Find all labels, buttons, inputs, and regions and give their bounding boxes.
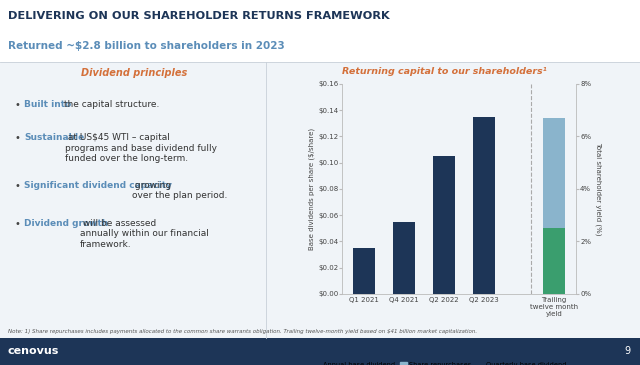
Legend: Annual base dividend, Share repurchases, Quarterly base dividend: Annual base dividend, Share repurchases,…: [310, 359, 570, 365]
Text: 9: 9: [624, 346, 630, 357]
Y-axis label: Base dividends per share ($/share): Base dividends per share ($/share): [308, 128, 316, 250]
Text: •: •: [14, 181, 20, 191]
Text: Significant dividend capacity: Significant dividend capacity: [24, 181, 172, 190]
Text: •: •: [14, 219, 20, 229]
Bar: [543, 118, 565, 228]
Text: DELIVERING ON OUR SHAREHOLDER RETURNS FRAMEWORK: DELIVERING ON OUR SHAREHOLDER RETURNS FR…: [8, 11, 389, 22]
Text: cenovus: cenovus: [8, 346, 59, 357]
Text: Returning capital to our shareholders¹: Returning capital to our shareholders¹: [342, 67, 547, 76]
FancyBboxPatch shape: [0, 0, 640, 62]
Text: the capital structure.: the capital structure.: [61, 100, 160, 110]
Text: Dividend principles: Dividend principles: [81, 68, 188, 78]
Text: will be assessed
annually within our financial
framework.: will be assessed annually within our fin…: [80, 219, 209, 249]
Text: •: •: [14, 100, 20, 110]
Y-axis label: Total shareholder yield (%): Total shareholder yield (%): [595, 142, 602, 236]
Text: Built into: Built into: [24, 100, 72, 110]
Text: growing
over the plan period.: growing over the plan period.: [132, 181, 227, 200]
Bar: [473, 117, 495, 294]
Bar: [543, 228, 565, 294]
Text: Note: 1) Share repurchases includes payments allocated to the common share warra: Note: 1) Share repurchases includes paym…: [8, 329, 477, 334]
Text: at US$45 WTI – capital
programs and base dividend fully
funded over the long-ter: at US$45 WTI – capital programs and base…: [65, 133, 217, 163]
Text: Returned ~$2.8 billion to shareholders in 2023: Returned ~$2.8 billion to shareholders i…: [8, 41, 284, 51]
Text: Sustainable: Sustainable: [24, 133, 84, 142]
Text: Dividend growth: Dividend growth: [24, 219, 109, 228]
Bar: [394, 222, 415, 294]
Text: •: •: [14, 133, 20, 143]
FancyBboxPatch shape: [0, 338, 640, 365]
Bar: [433, 156, 455, 294]
Bar: [353, 248, 375, 294]
